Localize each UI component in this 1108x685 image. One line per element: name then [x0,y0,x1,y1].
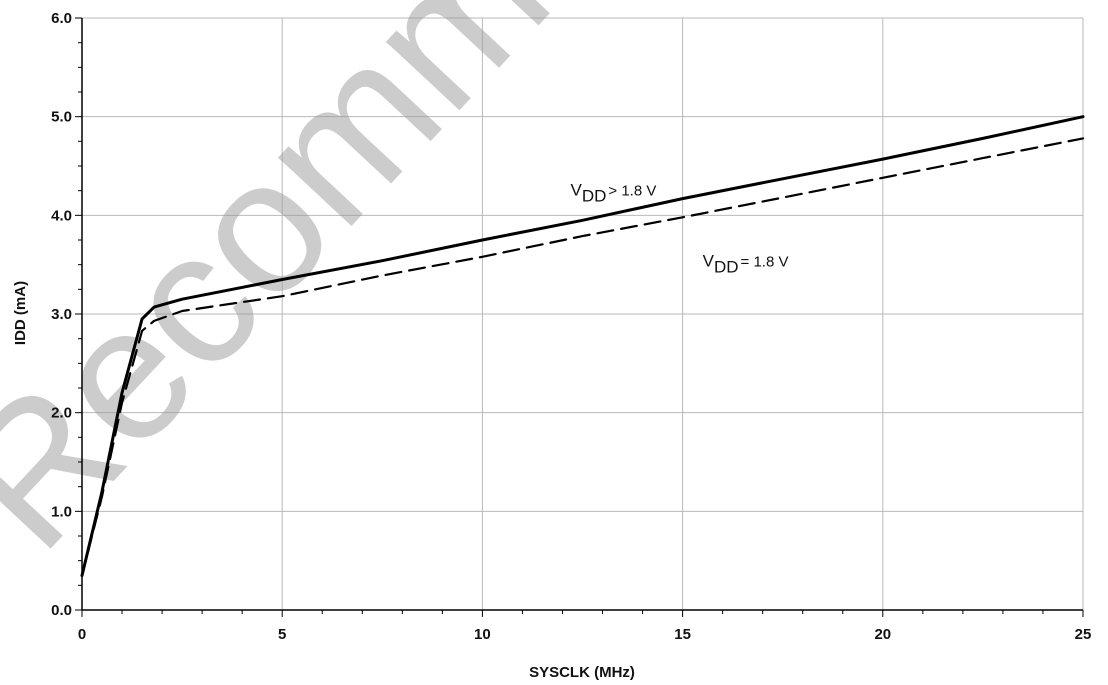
annotations: VDD > 1.8 V VDD = 1.8 V [570,181,788,277]
y-tick-label: 0.0 [51,602,72,619]
x-tick-label: 20 [874,626,891,643]
watermark: Recommend [0,0,805,588]
y-tick-label: 2.0 [51,405,72,422]
tick-labels: 0 5 10 15 20 25 0.0 1.0 2.0 3.0 4.0 5.0 6.0 [51,10,1091,643]
y-axis-title: IDD (mA) [12,281,29,345]
series-line-solid [80,115,1085,577]
series-line-dashed [80,137,1085,577]
y-tick-label: 5.0 [51,109,72,126]
x-tick-label: 15 [674,626,691,643]
watermark-text: Recommend [0,0,805,588]
x-tick-label: 10 [474,626,491,643]
x-axis-title: SYSCLK (MHz) [529,664,635,681]
axes [75,17,1084,617]
y-tick-label: 1.0 [51,503,72,520]
y-tick-label: 4.0 [51,207,72,224]
x-tick-label: 25 [1075,626,1092,643]
series-annotation: VDD > 1.8 V [570,181,656,206]
y-tick-label: 3.0 [51,306,72,323]
x-tick-label: 5 [278,626,286,643]
series-group [80,115,1085,577]
y-tick-label: 6.0 [51,10,72,27]
grid-lines [82,17,1084,610]
x-tick-label: 0 [78,626,86,643]
series-annotation: VDD = 1.8 V [703,252,789,277]
